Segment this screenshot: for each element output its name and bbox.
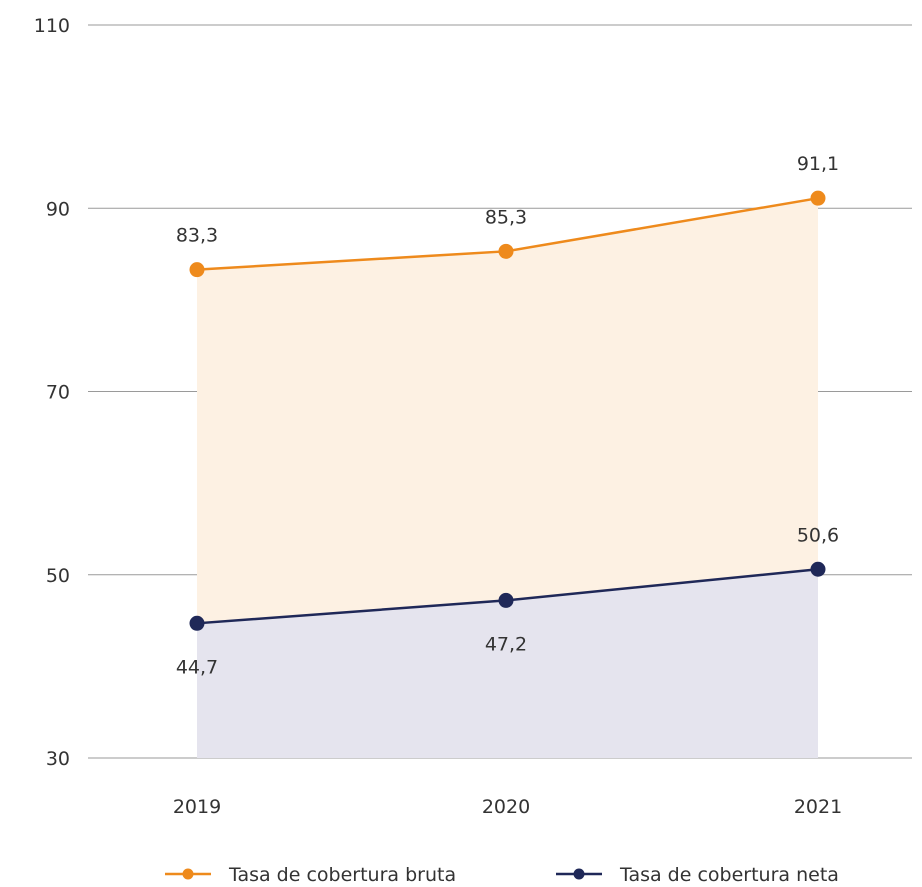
- data-label-1-0: 44,7: [176, 656, 218, 678]
- data-labels: 83,3 85,3 91,1 44,7 47,2 50,6: [176, 153, 839, 678]
- data-points: [189, 190, 826, 631]
- legend-marker-0: [182, 868, 194, 880]
- x-tick-label: 2021: [794, 796, 842, 818]
- data-point-1-2: [810, 561, 826, 577]
- data-point-0-0: [189, 262, 205, 278]
- series-area-1: [197, 569, 818, 758]
- data-point-0-1: [498, 243, 514, 259]
- legend-label-1: Tasa de cobertura neta: [619, 864, 839, 886]
- y-tick-label: 90: [46, 198, 70, 220]
- data-label-0-0: 83,3: [176, 225, 218, 247]
- y-tick-label: 50: [46, 565, 70, 587]
- legend: Tasa de cobertura bruta Tasa de cobertura…: [165, 864, 839, 886]
- x-tick-label: 2019: [173, 796, 221, 818]
- data-label-1-1: 47,2: [485, 633, 527, 655]
- data-label-0-1: 85,3: [485, 206, 527, 228]
- series-areas: [197, 198, 818, 758]
- legend-item-0: Tasa de cobertura bruta: [165, 864, 456, 886]
- legend-marker-1: [573, 868, 585, 880]
- legend-item-1: Tasa de cobertura neta: [556, 864, 839, 886]
- x-axis-ticks: 2019 2020 2021: [173, 796, 842, 818]
- data-point-0-2: [810, 190, 826, 206]
- y-tick-label: 110: [34, 15, 70, 37]
- data-point-1-1: [498, 592, 514, 608]
- legend-label-0: Tasa de cobertura bruta: [228, 864, 456, 886]
- y-axis-ticks: 30 50 70 90 110: [34, 15, 70, 770]
- x-tick-label: 2020: [482, 796, 530, 818]
- data-label-0-2: 91,1: [797, 153, 839, 175]
- data-label-1-2: 50,6: [797, 524, 839, 546]
- data-point-1-0: [189, 615, 205, 631]
- y-tick-label: 30: [46, 748, 70, 770]
- y-tick-label: 70: [46, 382, 70, 404]
